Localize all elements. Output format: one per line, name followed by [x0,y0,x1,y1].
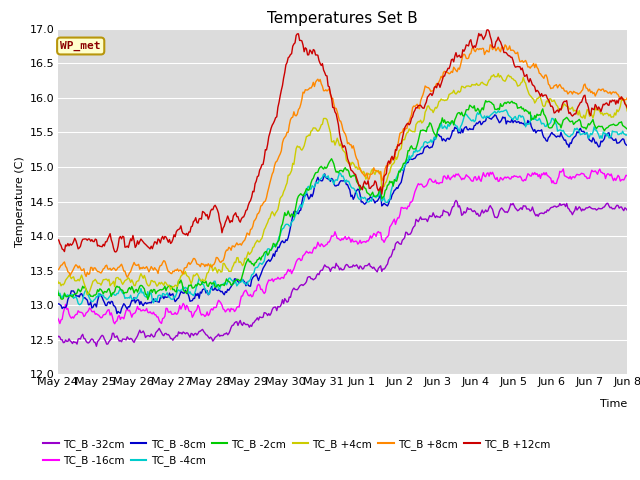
TC_B -32cm [623,207,631,213]
TC_B -8cm [523,122,531,128]
TC_B +12cm [623,105,631,111]
TC_B -32cm [329,264,337,270]
TC_B -8cm [491,112,499,118]
TC_B +8cm [523,60,531,66]
TC_B +12cm [612,101,620,107]
Y-axis label: Temperature (C): Temperature (C) [15,156,24,247]
TC_B -8cm [363,198,371,204]
TC_B -16cm [329,233,337,239]
TC_B -2cm [482,98,490,104]
TC_B -32cm [452,198,460,204]
TC_B +4cm [363,174,371,180]
TC_B +12cm [484,27,492,33]
TC_B +4cm [394,154,402,159]
TC_B +12cm [394,142,402,147]
TC_B -16cm [325,239,333,245]
Line: TC_B -32cm: TC_B -32cm [58,201,627,346]
TC_B -4cm [394,172,402,178]
TC_B +4cm [523,85,531,91]
TC_B -8cm [612,136,620,142]
Title: Temperatures Set B: Temperatures Set B [267,11,418,26]
TC_B +12cm [325,84,333,90]
TC_B -8cm [54,301,61,307]
TC_B +12cm [329,105,337,110]
TC_B -16cm [363,238,371,244]
TC_B -32cm [363,263,371,269]
TC_B +12cm [54,237,61,243]
TC_B -2cm [363,190,371,195]
TC_B -2cm [54,288,61,293]
TC_B -32cm [54,334,61,340]
TC_B -16cm [54,315,61,321]
TC_B +12cm [523,72,531,77]
TC_B +4cm [494,71,502,76]
Line: TC_B +12cm: TC_B +12cm [58,30,627,252]
TC_B -4cm [325,177,333,183]
Line: TC_B -4cm: TC_B -4cm [58,110,627,305]
TC_B -4cm [523,121,531,127]
TC_B -8cm [623,143,631,148]
TC_B -2cm [612,122,620,128]
Line: TC_B +4cm: TC_B +4cm [58,73,627,295]
TC_B -4cm [502,107,510,113]
TC_B -8cm [325,177,333,182]
TC_B +8cm [486,42,494,48]
TC_B -32cm [523,206,531,212]
TC_B -16cm [612,178,620,183]
TC_B -4cm [329,178,337,184]
TC_B +8cm [623,95,631,101]
TC_B -16cm [394,215,402,221]
TC_B -32cm [394,239,402,245]
TC_B +4cm [329,139,337,145]
TC_B +12cm [112,249,120,255]
TC_B -4cm [612,129,620,135]
TC_B +4cm [83,292,91,298]
TC_B +4cm [612,112,620,118]
Text: Time: Time [600,398,627,408]
TC_B +4cm [623,108,631,114]
TC_B -2cm [325,159,333,165]
TC_B -32cm [325,265,333,271]
TC_B +4cm [54,278,61,284]
TC_B -2cm [394,174,402,180]
TC_B -4cm [54,291,61,297]
Line: TC_B -8cm: TC_B -8cm [58,115,627,313]
Line: TC_B -16cm: TC_B -16cm [58,169,627,324]
TC_B +8cm [394,143,402,149]
TC_B -16cm [623,173,631,179]
TC_B -4cm [363,199,371,204]
Line: TC_B -2cm: TC_B -2cm [58,101,627,300]
TC_B -4cm [623,132,631,137]
TC_B -16cm [522,178,529,183]
TC_B -8cm [329,177,337,182]
TC_B -2cm [623,126,631,132]
Text: WP_met: WP_met [60,41,101,51]
Line: TC_B +8cm: TC_B +8cm [58,45,627,277]
TC_B +12cm [363,181,371,187]
TC_B -32cm [612,204,620,210]
TC_B -32cm [93,343,100,349]
TC_B -4cm [76,302,83,308]
TC_B +8cm [54,267,61,273]
TC_B -2cm [523,108,531,114]
TC_B -16cm [111,321,118,326]
TC_B +8cm [612,89,620,95]
Legend: TC_B -32cm, TC_B -16cm, TC_B -8cm, TC_B -4cm, TC_B -2cm, TC_B +4cm, TC_B +8cm, T: TC_B -32cm, TC_B -16cm, TC_B -8cm, TC_B … [39,435,555,470]
TC_B -16cm [559,166,567,172]
TC_B +4cm [325,125,333,131]
TC_B +8cm [325,86,333,92]
TC_B +8cm [124,275,131,280]
TC_B -2cm [329,158,337,164]
TC_B -8cm [394,186,402,192]
TC_B +8cm [363,170,371,176]
TC_B -8cm [113,311,121,316]
TC_B -2cm [144,297,152,302]
TC_B +8cm [329,96,337,101]
